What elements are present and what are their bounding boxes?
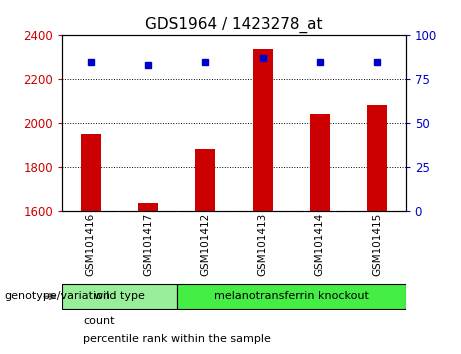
Text: GSM101414: GSM101414 xyxy=(315,213,325,276)
FancyBboxPatch shape xyxy=(177,284,406,309)
Text: percentile rank within the sample: percentile rank within the sample xyxy=(83,335,271,344)
Text: melanotransferrin knockout: melanotransferrin knockout xyxy=(214,291,369,302)
Text: GSM101416: GSM101416 xyxy=(86,213,96,276)
Text: GSM101412: GSM101412 xyxy=(201,213,210,276)
Bar xyxy=(310,114,330,211)
Title: GDS1964 / 1423278_at: GDS1964 / 1423278_at xyxy=(145,16,323,33)
Bar xyxy=(367,105,387,211)
Bar xyxy=(138,203,158,211)
Text: GSM101417: GSM101417 xyxy=(143,213,153,276)
Text: genotype/variation: genotype/variation xyxy=(5,291,111,302)
Bar xyxy=(81,134,101,211)
Bar xyxy=(253,48,272,211)
Text: GSM101415: GSM101415 xyxy=(372,213,382,276)
Text: count: count xyxy=(83,316,114,326)
Text: wild type: wild type xyxy=(94,291,145,302)
Text: GSM101413: GSM101413 xyxy=(258,213,267,276)
FancyBboxPatch shape xyxy=(62,284,177,309)
Bar xyxy=(195,149,215,211)
